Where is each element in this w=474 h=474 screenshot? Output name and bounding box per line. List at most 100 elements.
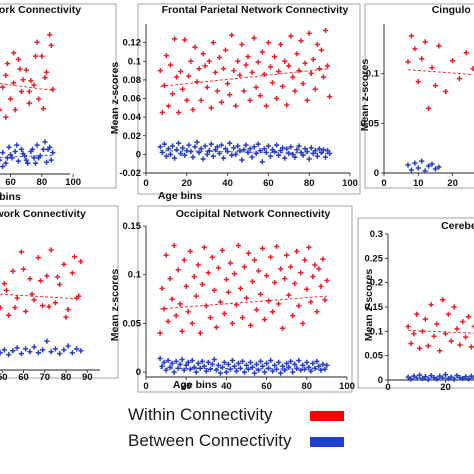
between-point xyxy=(257,148,263,154)
within-point xyxy=(209,254,215,260)
within-point xyxy=(259,245,266,252)
between-point xyxy=(45,146,51,152)
between-point xyxy=(167,364,173,370)
within-point xyxy=(229,320,236,327)
within-point xyxy=(425,105,432,112)
y-tick-label: 0 xyxy=(136,367,141,378)
within-point xyxy=(308,70,314,76)
between-point xyxy=(468,373,474,379)
within-point xyxy=(188,58,194,64)
between-point xyxy=(6,352,12,358)
x-tick-label: 40 xyxy=(222,178,233,189)
within-point xyxy=(429,65,435,71)
within-point xyxy=(448,338,454,344)
within-point xyxy=(306,244,312,251)
between-point xyxy=(314,153,320,159)
between-point xyxy=(266,365,272,371)
within-point xyxy=(225,81,231,87)
x-tick-label: 40 xyxy=(221,381,232,392)
within-point xyxy=(251,257,258,263)
within-point xyxy=(273,95,280,102)
y-tick-label: 0.25 xyxy=(365,253,384,264)
between-point xyxy=(405,162,411,168)
within-point xyxy=(276,68,282,75)
within-point xyxy=(39,53,45,59)
within-point xyxy=(235,58,241,64)
within-point xyxy=(257,93,263,99)
between-point xyxy=(61,347,67,353)
within-point xyxy=(272,279,278,286)
between-point xyxy=(14,142,20,148)
chart-frame xyxy=(364,3,474,189)
within-point xyxy=(308,299,314,305)
within-point xyxy=(61,261,67,267)
within-point xyxy=(320,256,326,262)
within-point xyxy=(171,36,178,42)
within-point xyxy=(451,304,457,310)
between-point xyxy=(15,158,21,164)
between-point xyxy=(431,374,437,381)
within-point xyxy=(69,270,75,276)
between-point xyxy=(35,350,41,356)
between-point xyxy=(298,367,304,373)
between-point xyxy=(200,156,206,162)
between-point xyxy=(282,367,288,373)
between-point xyxy=(192,144,198,150)
chart-panel-5: Occipital Network Connectivity 0 20 40 60 80 1… xyxy=(109,205,355,393)
between-point xyxy=(161,359,167,365)
within-point xyxy=(76,293,82,299)
within-point xyxy=(282,276,288,282)
within-point xyxy=(201,244,207,251)
within-point xyxy=(286,292,292,298)
within-point xyxy=(12,107,18,113)
between-point xyxy=(320,147,327,153)
y-tick-label: 0.04 xyxy=(123,112,142,123)
x-tick-label: 10 xyxy=(413,178,424,189)
within-point xyxy=(428,301,434,308)
legend-within-label: Within Connectivity xyxy=(128,405,273,424)
within-point xyxy=(52,300,58,306)
y-axis-label: Mean z-scores xyxy=(109,62,121,135)
within-point xyxy=(163,252,169,258)
between-point xyxy=(173,358,179,365)
within-point xyxy=(34,39,40,45)
within-point xyxy=(217,299,223,305)
between-point xyxy=(40,347,46,353)
within-point xyxy=(259,49,265,55)
x-tick-label: 100 xyxy=(342,178,358,189)
between-point xyxy=(233,151,239,157)
between-trend-line xyxy=(0,154,53,158)
between-point xyxy=(300,362,306,368)
within-point xyxy=(219,247,225,253)
within-point xyxy=(157,67,163,74)
between-point xyxy=(181,367,187,373)
between-point xyxy=(182,152,188,158)
chart-title: etwork Connectivity xyxy=(0,208,86,220)
x-tick-label: 80 xyxy=(304,178,315,189)
within-point xyxy=(159,109,165,116)
between-point xyxy=(169,143,176,149)
between-point xyxy=(227,140,233,146)
within-point xyxy=(207,314,213,321)
between-point xyxy=(48,157,54,163)
between-point xyxy=(276,152,282,158)
x-tick-label: 50 xyxy=(0,372,8,383)
within-point xyxy=(316,66,322,72)
x-tick-label: 20 xyxy=(447,178,458,189)
between-point xyxy=(465,376,472,382)
within-point xyxy=(415,79,421,85)
within-point xyxy=(322,27,329,34)
y-tick-label: 0.05 xyxy=(123,318,142,329)
between-point xyxy=(52,346,58,352)
between-point xyxy=(215,362,221,368)
between-point xyxy=(241,369,248,375)
within-point xyxy=(257,291,264,297)
between-point xyxy=(251,144,257,150)
between-point xyxy=(261,146,267,152)
within-point xyxy=(310,274,316,280)
between-point xyxy=(10,348,16,354)
within-point xyxy=(271,53,278,60)
x-tick-label: 0 xyxy=(381,178,386,189)
between-point xyxy=(157,144,163,150)
within-point xyxy=(10,268,16,274)
